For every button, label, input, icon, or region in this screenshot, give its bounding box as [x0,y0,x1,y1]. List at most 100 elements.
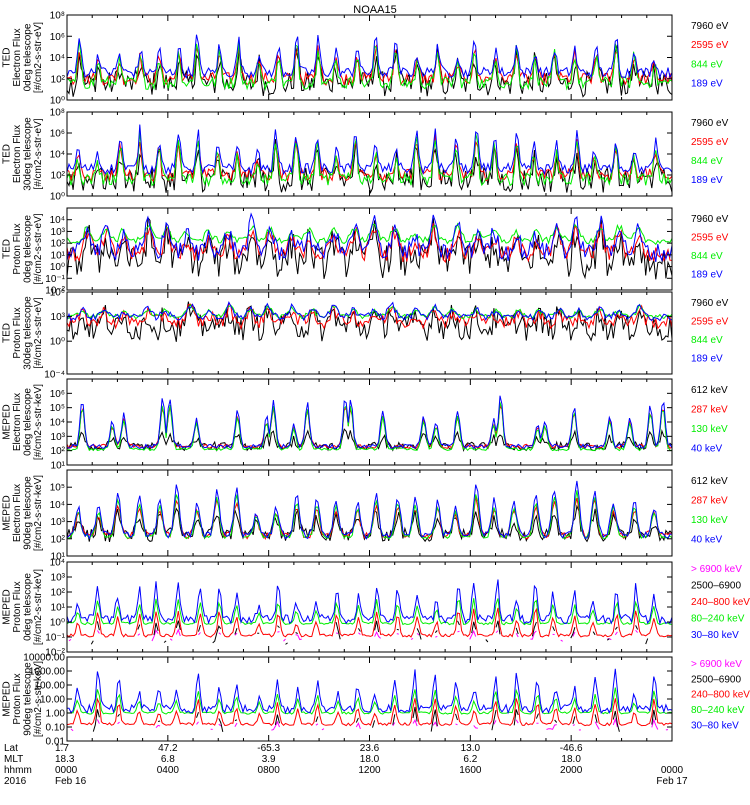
y-axis-label: TEDProton Flux0deg telescope[#/cm2-s-str… [1,213,44,284]
y-tick-label: 10¹ [51,552,66,563]
x-tick-label: -65.3 [257,743,280,754]
y-tick-label: 10⁸ [50,108,65,119]
series-group [67,34,672,98]
y-tick-label: 10⁴ [50,500,65,511]
legend-entry: 2500–6900 [691,674,741,685]
y-tick-label: 10000.00 [23,653,65,664]
legend-entry: 287 keV [691,404,728,415]
legend-entry: 7960 eV [691,298,729,309]
legend-entry: 40 keV [691,534,722,545]
x-tick-label: 18.3 [55,754,75,765]
y-axis-label-line: [#/cm2-s-str-eV] [33,213,44,284]
y-tick-label: 10⁴ [50,215,65,226]
y-axis-label-line: Proton Flux [12,581,23,632]
y-axis-label-line: MEPED [1,589,12,625]
legend-entry: 2595 eV [691,317,729,328]
plot-frame [66,207,673,291]
chart-panel-6: 10¹ 10² 10³ 10⁴ 10⁵ MEPEDElectron Flux90deg t… [1,469,728,563]
series-line-4 [67,480,672,540]
y-tick-label: 10⁸ [50,11,65,22]
legend-entry: 2500–6900 [691,580,741,591]
y-tick-label: 10⁵ [50,483,65,494]
y-tick-label: 10² [51,239,66,250]
y-axis-label-line: TED [1,144,12,164]
chart-panel-7: 10⁻² 10⁻¹ 10⁰ 10¹ 10² 10³ 10⁴ MEPEDProton Flux0… [1,558,750,659]
series-line-4 [67,300,672,322]
plot-frame [66,656,673,742]
series-line-3 [67,607,672,638]
legend-entry: 80–240 keV [691,613,745,624]
legend-entry: > 6900 keV [691,659,742,670]
y-axis-label-line: 30deg telescope [22,296,33,370]
y-axis-label-line: 0deg telescope [22,388,33,456]
y-axis-label-line: [#/cm2-s-str-eV] [33,297,44,368]
y-axis-label: MEPEDProton Flux90deg telescope[#/cm2-s-… [1,661,44,737]
y-tick-label: 10⁴ [50,150,65,161]
legend-entry: 612 keV [691,476,728,487]
y-tick-label: 10³ [51,312,66,323]
y-axis-label-line: TED [1,323,12,343]
x-tick-label: 18.0 [360,754,380,765]
y-tick-label: 10⁶ [50,129,65,140]
series-line-1 [67,301,672,342]
y-axis-label-line: [#/cm2-s-str-keV] [33,475,44,551]
legend-entry: 2595 eV [691,137,729,148]
series-group [67,300,672,342]
legend-entry: 189 eV [691,79,723,90]
y-axis-label-line: 90deg telescope [22,476,33,550]
chart-panel-8: 0.010.101.0010.00100.001000.0010000.00ME… [1,653,750,748]
plot-frame [66,378,673,466]
x-tick-label: 3.9 [262,754,276,765]
legend-entry: 30–80 keV [691,720,739,731]
y-tick-label: 10² [51,588,66,599]
chart-panel-5: 10¹ 10² 10³ 10⁴ 10⁵ 10⁶ MEPEDElectron Flux0deg… [1,378,728,472]
legend-entry: 240–800 keV [691,597,750,608]
series-group [67,212,672,280]
y-axis-label-line: Electron Flux [12,125,23,183]
series-line-1 [70,717,669,732]
y-axis-label-line: MEPED [1,495,12,531]
y-axis-label: MEPEDProton Flux0deg telescope[#/cm2-s-s… [1,569,44,645]
x-tick-label: 6.2 [463,754,477,765]
y-tick-label: 10⁰ [50,337,65,348]
y-axis-label-line: TED [1,239,12,259]
y-tick-label: 10⁴ [50,53,65,64]
x-tick-label: Feb 16 [55,776,87,787]
series-line-3 [67,697,672,727]
series-line-4 [67,34,672,80]
series-line-1 [67,428,672,453]
y-axis-label-line: TED [1,48,12,68]
y-tick-label: 10⁻² [45,648,65,659]
legend-entry: 189 eV [691,354,723,365]
y-tick-label: 0.01 [46,737,66,748]
y-tick-label: 10³ [51,573,66,584]
x-tick-label: 47.2 [158,743,178,754]
legend-entry: 7960 eV [691,214,729,225]
series-line-3 [67,40,672,91]
x-tick-label: 2000 [560,765,583,776]
y-axis-label-line: [#/cm2-s-str-eV] [33,22,44,93]
legend-entry: 844 eV [691,59,723,70]
y-axis-label-line: Electron Flux [12,28,23,86]
series-line-3 [67,132,672,188]
x-tick-label: 1200 [358,765,381,776]
y-axis-label-line: MEPED [1,404,12,440]
y-tick-label: 1.00 [46,709,66,720]
y-tick-label: 10⁶ [50,288,65,299]
y-tick-label: 10⁰ [50,262,65,273]
series-line-1 [67,138,672,194]
y-tick-label: 100.00 [34,681,65,692]
legend-entry: 844 eV [691,335,723,346]
y-axis-label-line: [#/cm2-s-str-keV] [33,661,44,737]
chart-panel-4: 10⁻⁴ 10⁰ 10³ 10⁶ TEDProton Flux30deg telesco… [1,288,728,381]
y-tick-label: 10⁶ [50,32,65,43]
y-axis-label-line: 0deg telescope [22,573,33,641]
y-axis-label: MEPEDElectron Flux90deg telescope[#/cm2-… [1,475,44,551]
y-tick-label: 10³ [51,432,66,443]
y-tick-label: 10⁰ [50,618,65,629]
x-row-label: Lat [4,743,18,754]
y-axis-label-line: 30deg telescope [22,117,33,191]
y-tick-label: 10² [51,534,66,545]
y-axis-label-line: Electron Flux [12,484,23,542]
